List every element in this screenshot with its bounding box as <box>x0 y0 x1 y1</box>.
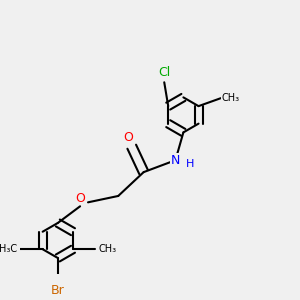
Text: Cl: Cl <box>158 66 170 79</box>
Text: Br: Br <box>51 284 65 297</box>
Text: H: H <box>186 159 194 169</box>
Text: O: O <box>123 131 133 144</box>
Text: CH₃: CH₃ <box>221 93 239 103</box>
Text: H₃C: H₃C <box>0 244 17 254</box>
Text: O: O <box>75 192 85 205</box>
Text: CH₃: CH₃ <box>98 244 116 254</box>
Text: N: N <box>171 154 180 167</box>
